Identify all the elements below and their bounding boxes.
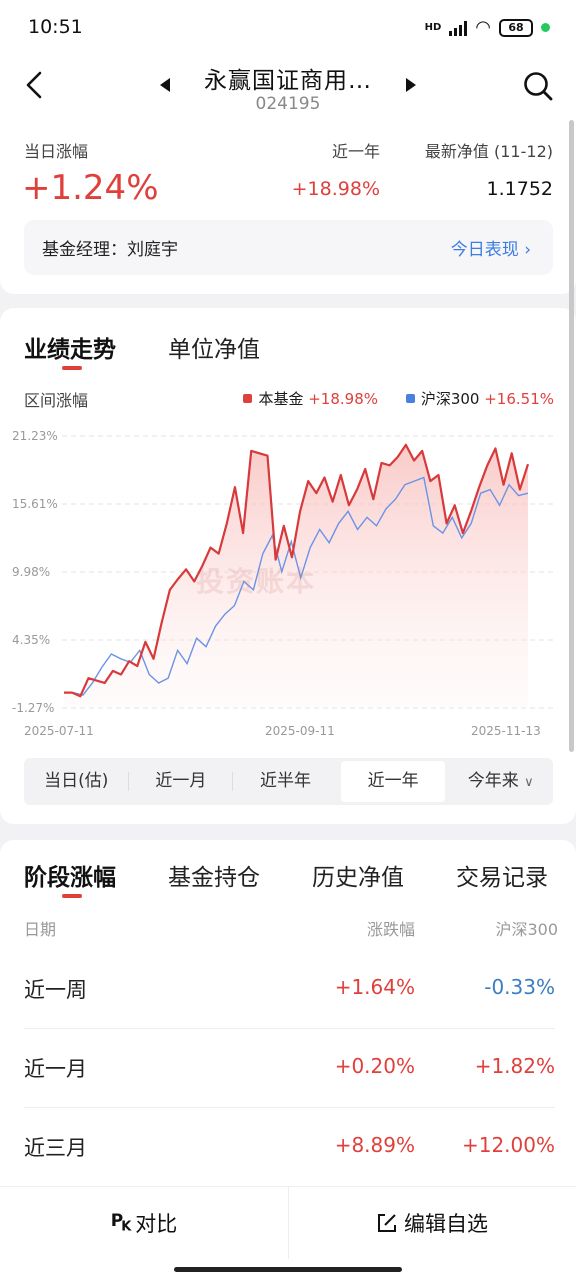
year-return-label: 近一年 (331, 142, 380, 161)
legend-fund-swatch (243, 394, 253, 403)
wifi-icon: ◠ (475, 17, 491, 38)
back-arrow-icon[interactable] (22, 70, 46, 100)
y-tick: 4.35% (12, 633, 51, 647)
nav-label: 最新净值 (11-12) (424, 142, 553, 161)
series-line-fund (64, 443, 530, 698)
legend-fund: 本基金 +18.98% (243, 388, 378, 409)
period-selector: 当日(估) 近一月 近半年 近一年 今年来 ∨ (24, 758, 553, 805)
row-index-change: +1.82% (474, 1054, 555, 1078)
tab-history-nav[interactable]: 历史净值 (312, 865, 404, 891)
divider (288, 1187, 289, 1259)
scrollbar[interactable] (569, 120, 574, 752)
y-tick: -1.27% (12, 701, 55, 715)
pk-icon: PK (110, 1211, 132, 1235)
search-icon[interactable] (522, 70, 554, 102)
row-index-change: +12.00% (461, 1133, 555, 1157)
tab-stage-returns[interactable]: 阶段涨幅 (24, 865, 116, 891)
fund-code: 024195 (255, 94, 321, 114)
tab-holdings[interactable]: 基金持仓 (168, 865, 260, 891)
bottom-action-bar: PK 对比 编辑自选 (0, 1186, 576, 1280)
stage-returns-card: 阶段涨幅 基金持仓 历史净值 交易记录 日期 涨跌幅 沪深300 近一周 +1.… (0, 840, 576, 1186)
range-label: 区间涨幅 (24, 391, 89, 410)
y-tick: 15.61% (12, 497, 58, 511)
manager-row[interactable]: 基金经理：刘庭宇 今日表现 › (24, 220, 553, 275)
watermark: 投资账本 (196, 565, 317, 598)
daily-change-label: 当日涨幅 (24, 142, 89, 161)
tab-active-indicator (62, 366, 82, 370)
x-tick: 2025-07-11 (24, 724, 94, 738)
battery-icon: 68 (499, 18, 533, 37)
status-bar: 10:51 HD ◠ 68 (0, 0, 576, 56)
period-6m[interactable]: 近半年 (259, 771, 311, 791)
row-fund-change: +0.20% (334, 1054, 415, 1078)
chevron-down-icon: ∨ (524, 775, 534, 790)
signal-icon (449, 20, 468, 36)
performance-card: 业绩走势 单位净值 区间涨幅 本基金 +18.98% 沪深300 +16.51%… (0, 308, 576, 824)
status-time: 10:51 (28, 16, 83, 38)
table-row: 近三月 +8.89% +12.00% (24, 1108, 555, 1187)
legend-index-swatch (405, 394, 415, 403)
col-date: 日期 (24, 920, 57, 939)
table-row: 近一周 +1.64% -0.33% (24, 950, 555, 1029)
home-indicator (174, 1267, 402, 1272)
period-ytd[interactable]: 今年来 ∨ (467, 771, 534, 791)
compare-button[interactable]: PK 对比 (110, 1211, 178, 1236)
x-tick: 2025-09-11 (265, 724, 335, 738)
fund-title: 永赢国证商用… (204, 68, 372, 94)
prev-fund-icon[interactable] (160, 78, 170, 92)
row-period: 近一月 (24, 1057, 87, 1081)
fund-area (64, 444, 528, 708)
tab-active-indicator (62, 894, 82, 898)
period-1y[interactable]: 近一年 (340, 761, 446, 802)
row-period: 近三月 (24, 1136, 87, 1160)
row-index-change: -0.33% (484, 975, 555, 999)
row-period: 近一周 (24, 978, 87, 1002)
nav-value: 1.1752 (486, 178, 553, 200)
edit-icon (378, 1214, 396, 1232)
next-fund-icon[interactable] (406, 78, 416, 92)
hd-icon: HD (424, 22, 442, 33)
status-icons: HD ◠ 68 (425, 17, 550, 38)
manager-name: 基金经理：刘庭宇 (42, 240, 178, 260)
fund-summary: 当日涨幅 +1.24% 近一年 +18.98% 最新净值 (11-12) 1.1… (0, 126, 576, 294)
year-return-value: +18.98% (291, 178, 380, 200)
col-change: 涨跌幅 (366, 920, 415, 939)
tab-performance[interactable]: 业绩走势 (24, 337, 116, 363)
performance-chart[interactable] (0, 308, 576, 748)
x-tick: 2025-11-13 (471, 724, 541, 738)
tab-unit-nav[interactable]: 单位净值 (168, 337, 260, 363)
camera-indicator-icon (541, 23, 550, 32)
period-today[interactable]: 当日(估) (24, 758, 129, 805)
row-fund-change: +8.89% (334, 1133, 415, 1157)
y-tick: 9.98% (12, 565, 51, 579)
fund-header: 永赢国证商用… 024195 (0, 56, 576, 126)
y-tick: 21.23% (12, 429, 58, 443)
tab-trades[interactable]: 交易记录 (456, 865, 548, 891)
legend-index: 沪深300 +16.51% (405, 388, 554, 409)
edit-watchlist-button[interactable]: 编辑自选 (288, 1187, 576, 1259)
col-index: 沪深300 (495, 920, 558, 939)
daily-change-value: +1.24% (22, 168, 159, 208)
row-fund-change: +1.64% (334, 975, 415, 999)
chevron-right-icon: › (524, 240, 531, 260)
period-1m[interactable]: 近一月 (129, 758, 234, 805)
today-performance-link[interactable]: 今日表现 › (450, 240, 531, 260)
table-row: 近一月 +0.20% +1.82% (24, 1029, 555, 1108)
